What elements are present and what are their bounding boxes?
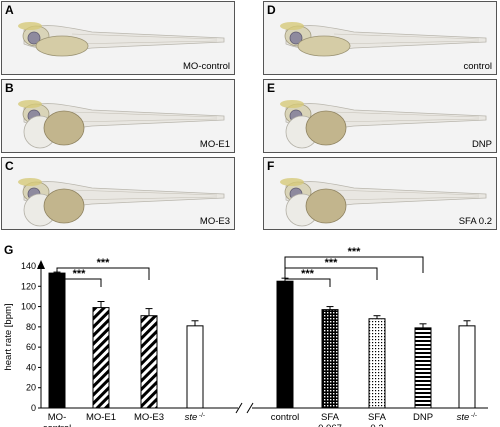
panel-label-b: B bbox=[5, 81, 14, 95]
x-category-label: -/- bbox=[471, 412, 477, 419]
bar-0-1 bbox=[92, 307, 110, 409]
panel-label-a: A bbox=[5, 3, 14, 17]
panel-caption-c: MO-E3 bbox=[199, 216, 230, 227]
x-category-label: MO-E3 bbox=[134, 412, 164, 423]
x-category-label: DNP bbox=[413, 412, 433, 423]
y-tick-label: 0 bbox=[31, 403, 36, 413]
larva-image-c bbox=[18, 178, 225, 227]
x-category-label: SFA bbox=[321, 412, 340, 423]
x-category-label: 0.067 bbox=[318, 423, 342, 427]
y-tick-label: 40 bbox=[26, 362, 36, 372]
significance-bracket bbox=[56, 267, 150, 280]
x-category-label: ste bbox=[457, 412, 470, 423]
bar-0-2 bbox=[140, 315, 158, 409]
larva-image-f bbox=[280, 178, 487, 227]
significance-bracket bbox=[284, 267, 378, 280]
bar-1-2 bbox=[368, 318, 386, 409]
y-axis-label: heart rate [bpm] bbox=[3, 303, 14, 370]
larva-image-e bbox=[280, 100, 487, 149]
significance-label: *** bbox=[325, 257, 339, 269]
significance-bracket bbox=[284, 256, 424, 276]
significance-label: *** bbox=[73, 268, 87, 280]
panel-e: E DNP bbox=[263, 79, 497, 153]
x-category-label: MO- bbox=[48, 412, 66, 423]
panel-label-e: E bbox=[267, 81, 276, 95]
x-category-label: SFA bbox=[368, 412, 387, 423]
heart-rate-chart: G 0 20 40 60 80 100 120 140 heart rate [bpm] MO-c… bbox=[3, 243, 488, 427]
x-category-label: ste bbox=[185, 412, 198, 423]
bar-1-4 bbox=[458, 325, 476, 409]
significance-label: *** bbox=[97, 257, 111, 269]
y-axis-arrow-icon bbox=[37, 260, 45, 269]
x-category-label: MO-E1 bbox=[86, 412, 116, 423]
x-category-label: control bbox=[271, 412, 300, 423]
panel-c: C MO-E3 bbox=[1, 157, 235, 230]
panel-label-g: G bbox=[4, 243, 13, 257]
axis-break-mark bbox=[246, 402, 254, 414]
panel-f: F SFA 0.2 bbox=[263, 157, 497, 230]
panel-caption-b: MO-E1 bbox=[199, 139, 230, 150]
panel-d: D control bbox=[263, 1, 497, 75]
y-tick-label: 80 bbox=[26, 322, 36, 332]
significance-label: *** bbox=[301, 268, 315, 280]
bar-1-0 bbox=[276, 280, 294, 409]
significance-bracket bbox=[56, 269, 102, 287]
larva-image-d bbox=[280, 22, 487, 57]
significance-bracket bbox=[284, 275, 331, 287]
panel-label-d: D bbox=[267, 3, 276, 17]
larva-image-a bbox=[18, 22, 225, 57]
panel-b: B MO-E1 bbox=[1, 79, 235, 153]
y-tick-label: 20 bbox=[26, 383, 36, 393]
bar-0-0 bbox=[48, 272, 66, 409]
panel-caption-a: MO-control bbox=[183, 61, 230, 72]
bar-1-1 bbox=[321, 309, 339, 409]
significance-label: *** bbox=[348, 246, 362, 258]
y-tick-label: 100 bbox=[21, 302, 36, 312]
axis-break-mark bbox=[235, 402, 243, 414]
y-tick-label: 60 bbox=[26, 342, 36, 352]
panel-caption-e: DNP bbox=[471, 139, 492, 150]
x-category-label: control bbox=[43, 423, 72, 427]
panel-label-f: F bbox=[267, 159, 275, 173]
panel-caption-f: SFA 0.2 bbox=[458, 216, 492, 227]
x-category-label: -/- bbox=[199, 412, 205, 419]
bar-0-3 bbox=[186, 325, 204, 409]
panel-caption-d: control bbox=[463, 61, 492, 72]
x-category-label: 0.2 bbox=[370, 423, 383, 427]
larva-image-b bbox=[18, 100, 225, 149]
bar-1-3 bbox=[414, 327, 432, 409]
panel-label-c: C bbox=[5, 159, 14, 173]
panel-a: A MO-control bbox=[1, 1, 235, 75]
y-tick-label: 120 bbox=[21, 281, 36, 291]
y-tick-label: 140 bbox=[21, 261, 36, 271]
